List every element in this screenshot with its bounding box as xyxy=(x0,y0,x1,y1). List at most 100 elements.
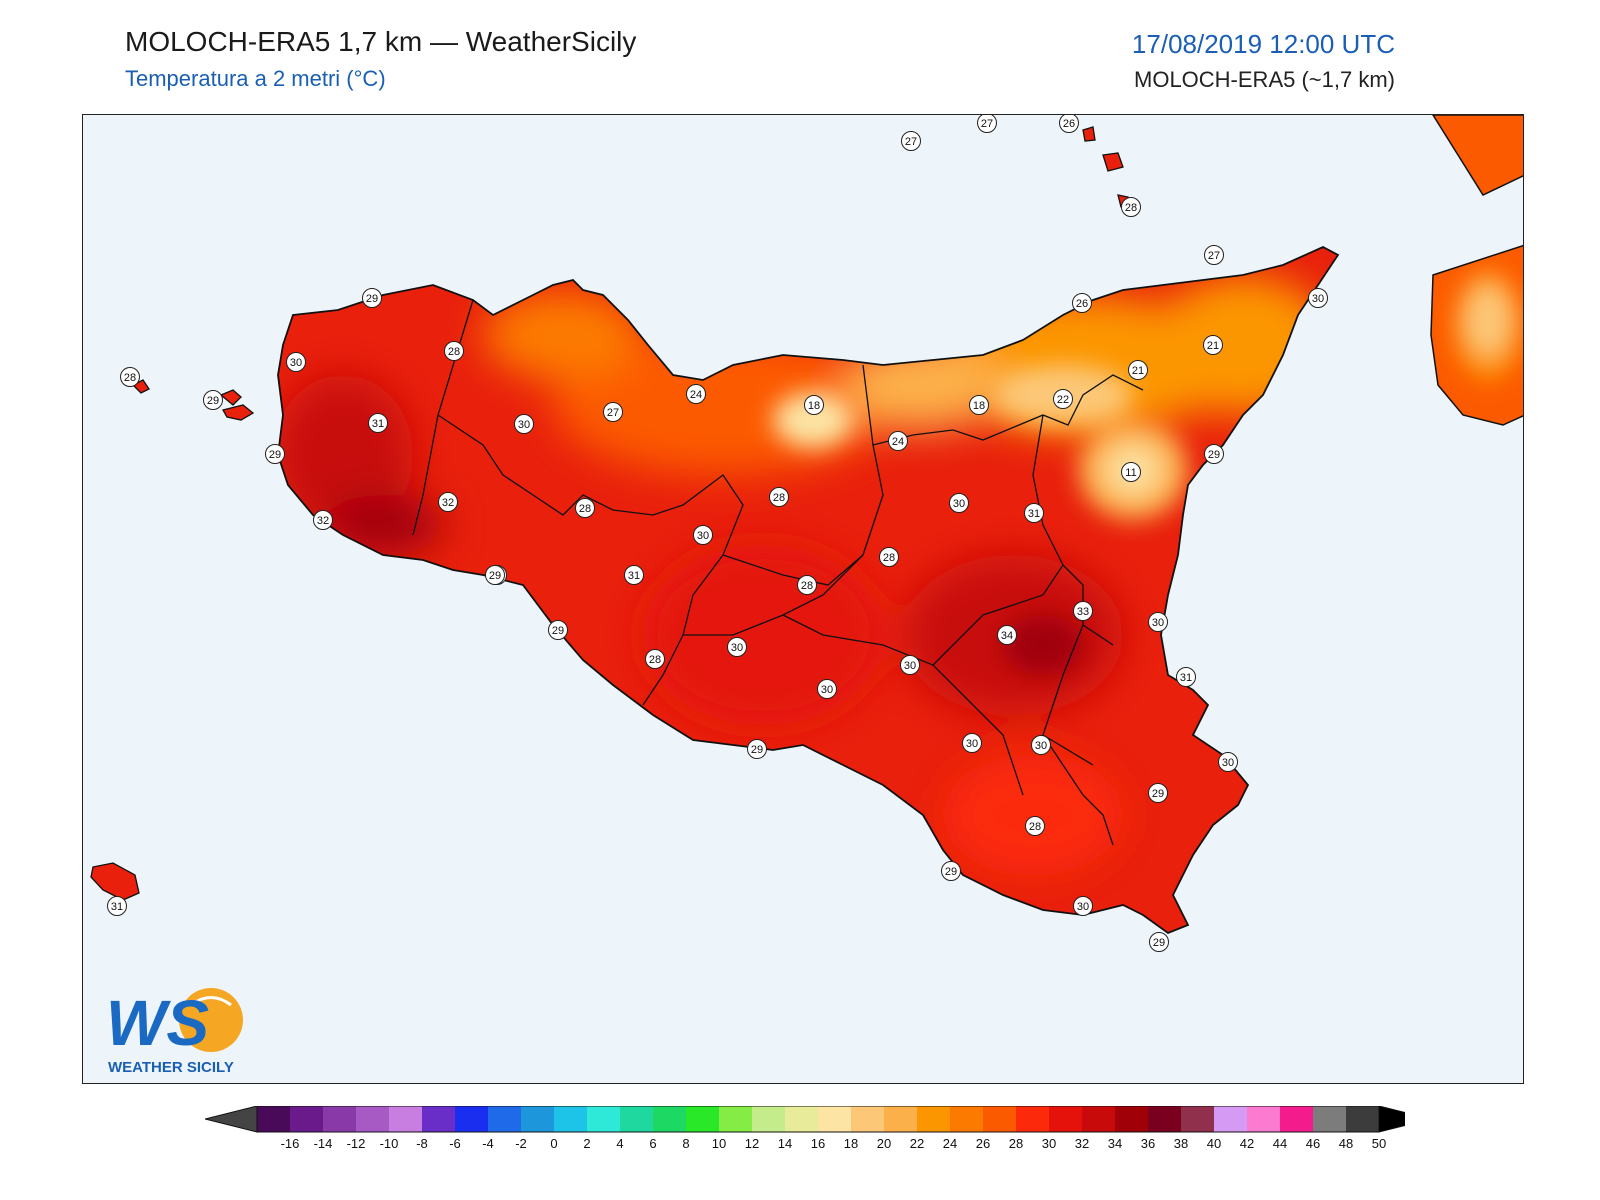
logo-mark: WS WEATHER SICILY xyxy=(106,987,243,1076)
colorbar-tick-label: 8 xyxy=(682,1136,689,1151)
colorbar-segment xyxy=(1247,1106,1280,1132)
colorbar-segment xyxy=(488,1106,521,1132)
station-circle xyxy=(120,367,140,387)
station-circle xyxy=(548,620,568,640)
island-aeolian-1 xyxy=(1082,126,1096,142)
station-circle xyxy=(900,655,920,675)
station-marker: 33 xyxy=(1073,601,1093,621)
station-value: 33 xyxy=(1077,606,1089,618)
station-circle xyxy=(1121,462,1141,482)
station-value: 26 xyxy=(1076,298,1088,310)
station-circle xyxy=(1218,752,1238,772)
colorbar-tick-label: 28 xyxy=(1009,1136,1023,1151)
colorbar-segment xyxy=(785,1106,818,1132)
station-circle xyxy=(693,525,713,545)
station-marker: 30 xyxy=(514,414,534,434)
station-circle xyxy=(1204,245,1224,265)
station-circle xyxy=(1203,335,1223,355)
colorbar-tick-label: -4 xyxy=(482,1136,494,1151)
station-value: 30 xyxy=(1222,757,1234,769)
station-value: 30 xyxy=(953,498,965,510)
logo-wordmark: WEATHER SICILY xyxy=(108,1059,234,1076)
station-circle xyxy=(438,492,458,512)
colorbar-segment xyxy=(1115,1106,1148,1132)
station-circle xyxy=(941,861,961,881)
station-circle xyxy=(1073,896,1093,916)
station-circle xyxy=(797,575,817,595)
colorbar-tick-label: -6 xyxy=(449,1136,461,1151)
station-value: 29 xyxy=(1152,788,1164,800)
station-circle xyxy=(485,565,505,585)
station-value: 30 xyxy=(1152,617,1164,629)
station-marker: 28 xyxy=(444,341,464,361)
station-value: 21 xyxy=(1207,340,1219,352)
colorbar-tick-label: 44 xyxy=(1273,1136,1287,1151)
colorbar-tick-label: 2 xyxy=(583,1136,590,1151)
station-value: 28 xyxy=(883,552,895,564)
station-circle xyxy=(747,739,767,759)
station-marker: 31 xyxy=(107,896,127,916)
map-panel: 29 28 30 28 29 31 29 32 32 30 29 27 24 28 28 30 31 18 24 18… xyxy=(82,114,1524,1084)
province-borders xyxy=(412,299,1144,846)
station-circle xyxy=(286,352,306,372)
colorbar-tick-label: 14 xyxy=(778,1136,792,1151)
colorbar-segment xyxy=(455,1106,488,1132)
station-circle xyxy=(1031,735,1051,755)
station-circle xyxy=(514,414,534,434)
station-circle xyxy=(686,384,706,404)
station-marker: 30 xyxy=(286,352,306,372)
colorbar-segment xyxy=(422,1106,455,1132)
island-aeolian-2 xyxy=(1102,152,1124,172)
logo-letters: WS xyxy=(106,987,209,1059)
colorbar-segment xyxy=(1214,1106,1247,1132)
colorbar-tick-label: 34 xyxy=(1108,1136,1122,1151)
station-marker: 28 xyxy=(645,649,665,669)
station-circle xyxy=(362,288,382,308)
station-marker: 30 xyxy=(727,637,747,657)
station-circle xyxy=(969,395,989,415)
station-marker: 28 xyxy=(797,575,817,595)
colorbar-segment xyxy=(323,1106,356,1132)
island-west-1 xyxy=(219,389,242,406)
station-marker: 31 xyxy=(624,565,644,585)
station-marker: 29 xyxy=(362,288,382,308)
station-circle xyxy=(1176,667,1196,687)
colorbar-segment xyxy=(554,1106,587,1132)
colorbar-tick-label: 26 xyxy=(976,1136,990,1151)
station-marker: 30 xyxy=(900,655,920,675)
colorbar-tick-label: -14 xyxy=(314,1136,333,1151)
station-value: 22 xyxy=(1057,394,1069,406)
station-circle xyxy=(444,341,464,361)
station-marker: 32 xyxy=(438,492,458,512)
colorbar-segment xyxy=(257,1106,290,1132)
station-value: 34 xyxy=(1001,630,1013,642)
station-marker: 29 xyxy=(1149,932,1169,952)
station-marker: 24 xyxy=(888,431,908,451)
station-circle xyxy=(1121,197,1141,217)
station-value: 32 xyxy=(442,497,454,509)
station-marker: 30 xyxy=(962,733,982,753)
station-circle xyxy=(265,444,285,464)
station-labels: 29 28 30 28 29 31 29 32 32 30 29 27 24 28 28 30 31 18 24 18… xyxy=(107,115,1328,952)
colorbar-tick-label: 32 xyxy=(1075,1136,1089,1151)
station-value: 31 xyxy=(372,418,384,430)
station-circle xyxy=(575,498,595,518)
calabria-coastline xyxy=(1430,244,1523,426)
colorbar-tick-label: 30 xyxy=(1042,1136,1056,1151)
station-marker: 30 xyxy=(1148,612,1168,632)
colorbar-segment xyxy=(620,1106,653,1132)
station-value: 11 xyxy=(1125,467,1136,479)
station-value: 29 xyxy=(207,395,219,407)
station-value: 30 xyxy=(1035,740,1047,752)
station-marker: 27 xyxy=(977,115,997,133)
station-circle xyxy=(997,625,1017,645)
station-marker: 30 xyxy=(949,493,969,513)
colorbar-segment xyxy=(884,1106,917,1132)
station-circle xyxy=(313,510,333,530)
colorbar-segment xyxy=(1313,1106,1346,1132)
colorbar-segment xyxy=(851,1106,884,1132)
colorbar-tick-label: 16 xyxy=(811,1136,825,1151)
station-circle xyxy=(977,115,997,133)
colorbar-tick-label: 46 xyxy=(1306,1136,1320,1151)
colorbar-tick-label: 48 xyxy=(1339,1136,1353,1151)
